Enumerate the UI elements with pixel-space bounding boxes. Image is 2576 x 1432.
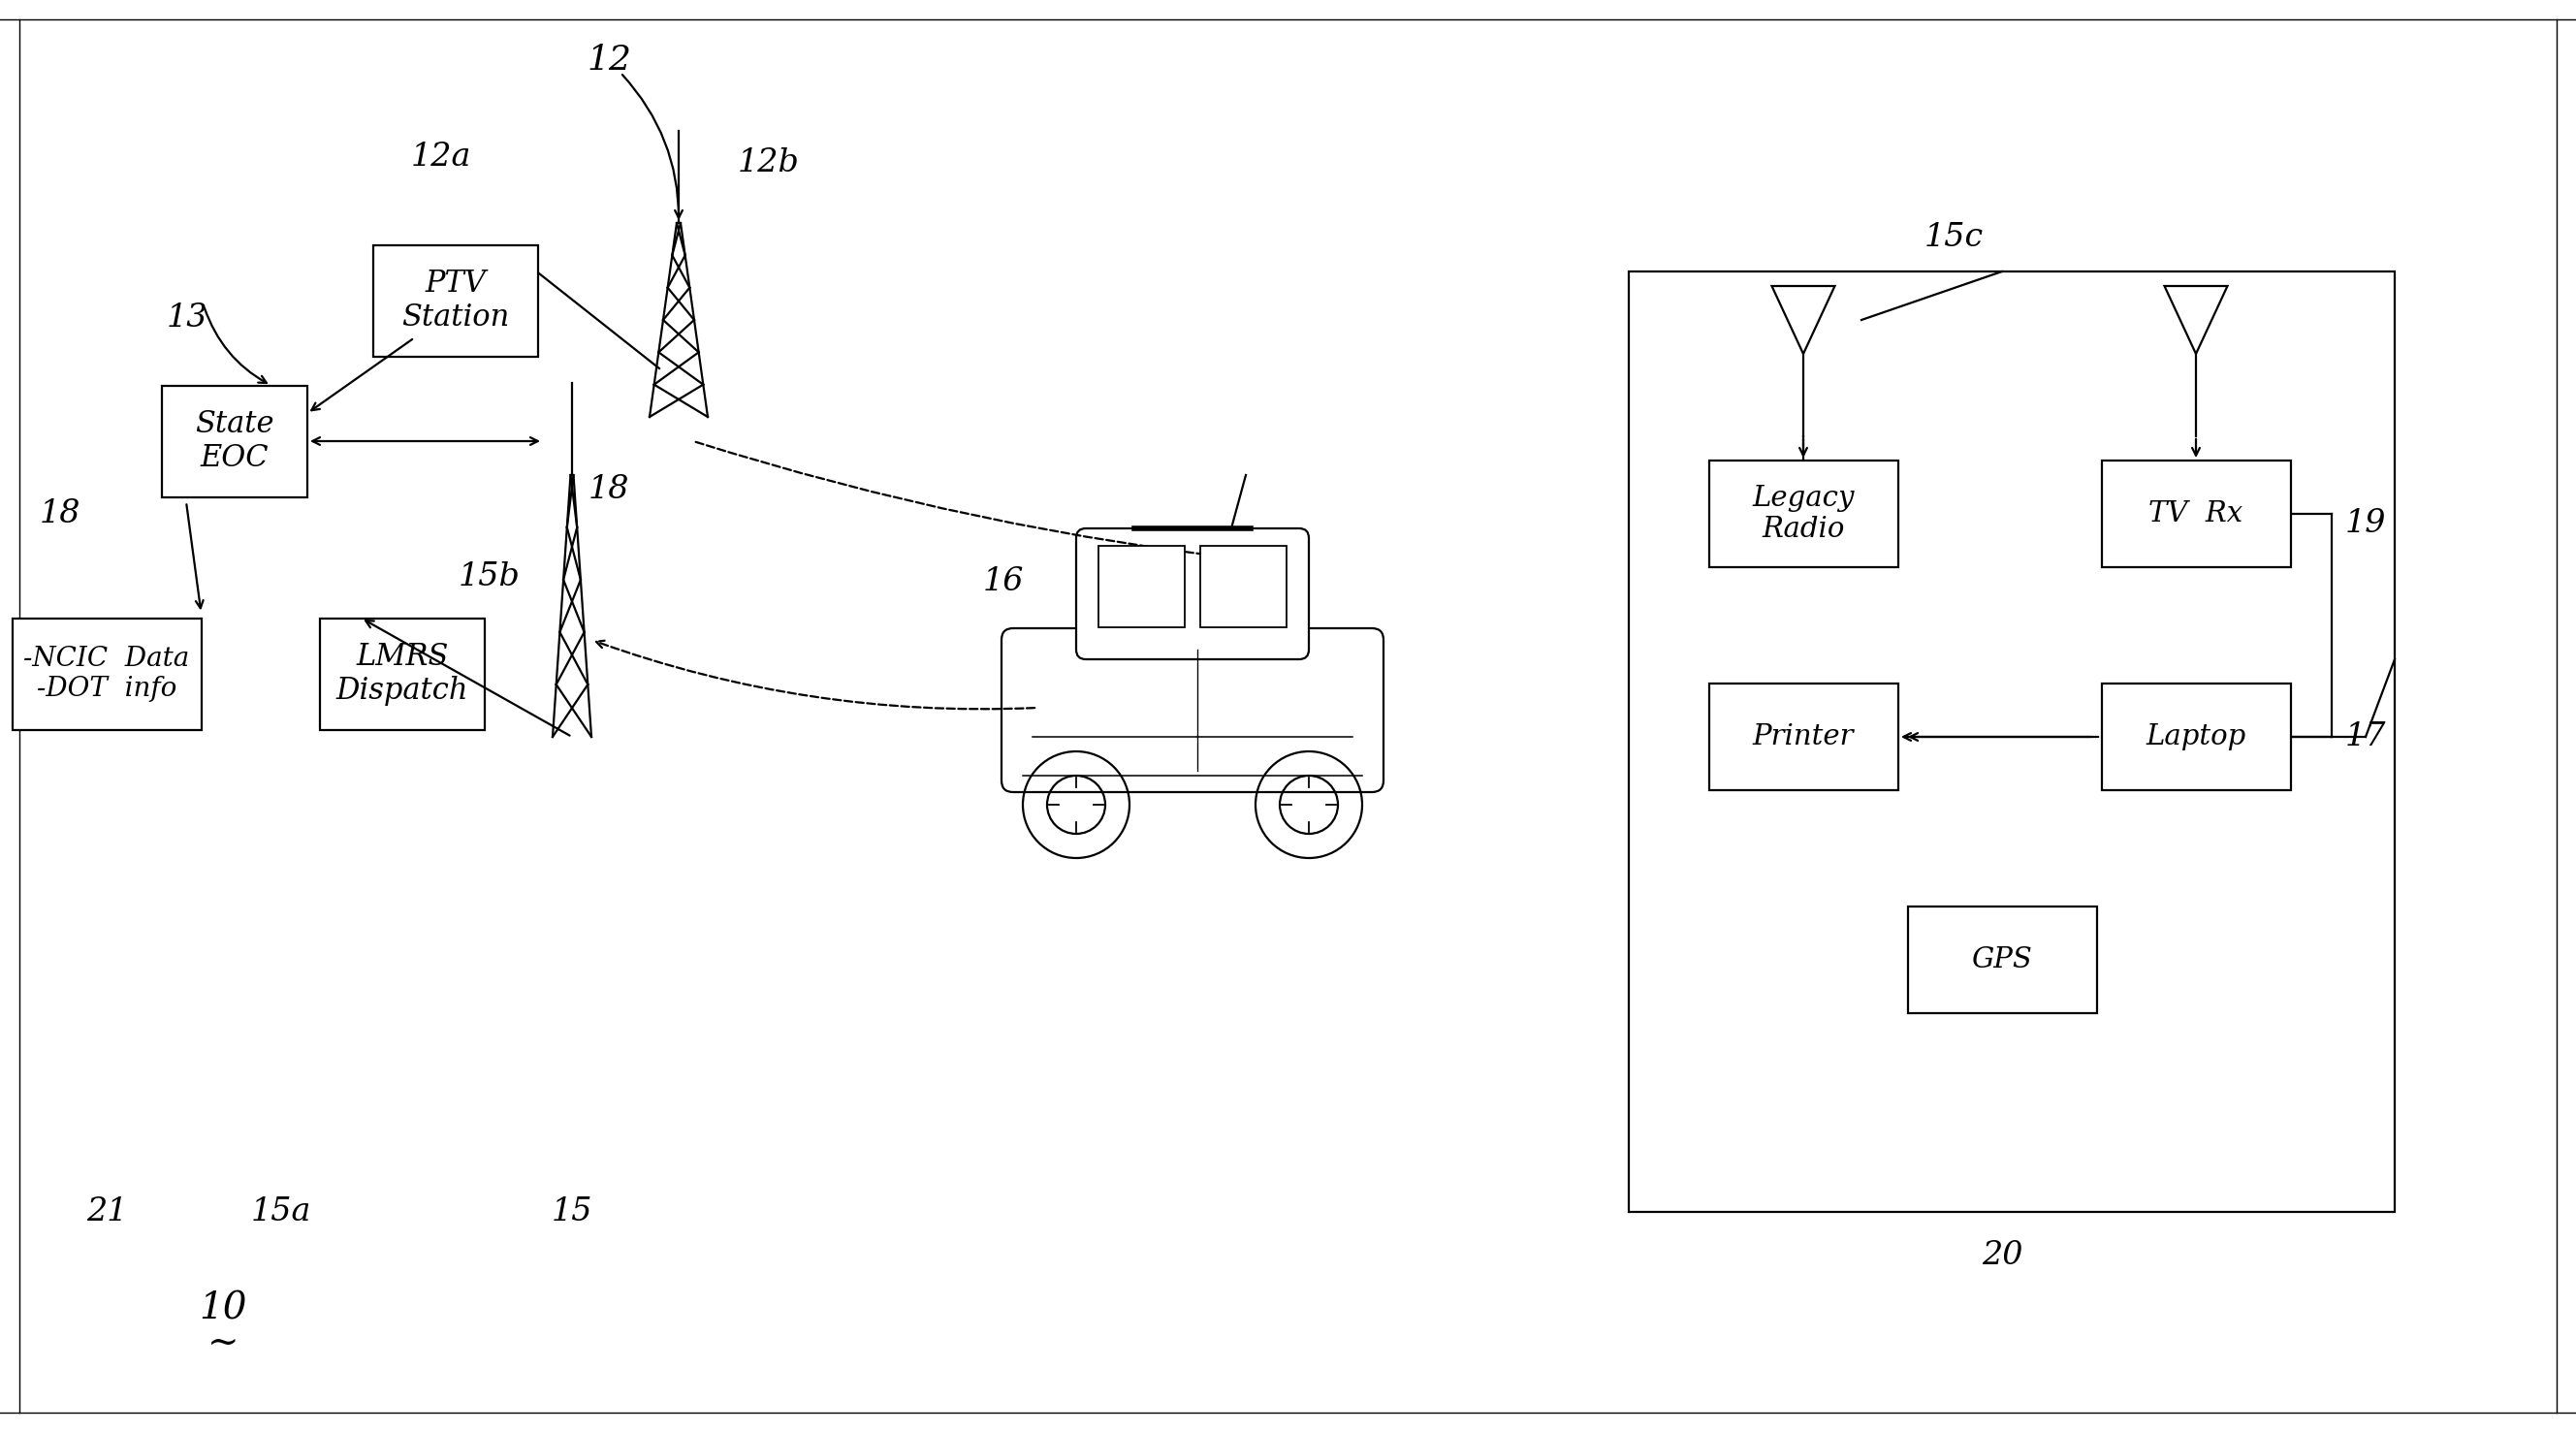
FancyBboxPatch shape bbox=[1708, 461, 1899, 567]
Text: 15a: 15a bbox=[250, 1196, 312, 1227]
Text: GPS: GPS bbox=[1971, 947, 2032, 974]
Text: Laptop: Laptop bbox=[2146, 723, 2246, 750]
FancyBboxPatch shape bbox=[1628, 272, 2396, 1211]
FancyBboxPatch shape bbox=[2102, 461, 2290, 567]
FancyBboxPatch shape bbox=[1077, 528, 1309, 659]
Text: State
EOC: State EOC bbox=[196, 408, 273, 474]
FancyBboxPatch shape bbox=[1708, 683, 1899, 790]
Text: 13: 13 bbox=[167, 302, 209, 334]
FancyBboxPatch shape bbox=[1200, 546, 1285, 627]
Text: LMRS
Dispatch: LMRS Dispatch bbox=[337, 642, 469, 706]
Text: Printer: Printer bbox=[1752, 723, 1855, 750]
Text: 12: 12 bbox=[587, 43, 631, 76]
Text: 10: 10 bbox=[198, 1290, 247, 1327]
Text: 18: 18 bbox=[587, 474, 629, 505]
FancyBboxPatch shape bbox=[1002, 629, 1383, 792]
Text: 12b: 12b bbox=[737, 147, 799, 179]
Text: 15: 15 bbox=[551, 1196, 592, 1227]
Text: 18: 18 bbox=[39, 498, 80, 530]
Text: 16: 16 bbox=[984, 566, 1025, 597]
Text: 17: 17 bbox=[2344, 722, 2385, 752]
FancyBboxPatch shape bbox=[13, 619, 201, 729]
FancyBboxPatch shape bbox=[1097, 546, 1185, 627]
Text: 19: 19 bbox=[2344, 508, 2385, 538]
Text: 15b: 15b bbox=[459, 561, 520, 593]
Text: 20: 20 bbox=[1981, 1240, 2022, 1272]
Text: Legacy
Radio: Legacy Radio bbox=[1752, 484, 1855, 543]
FancyBboxPatch shape bbox=[162, 385, 307, 497]
FancyBboxPatch shape bbox=[374, 245, 538, 357]
FancyBboxPatch shape bbox=[319, 619, 484, 729]
FancyBboxPatch shape bbox=[2102, 683, 2290, 790]
FancyBboxPatch shape bbox=[1906, 906, 2097, 1014]
Text: TV  Rx: TV Rx bbox=[2148, 500, 2244, 527]
Text: 12a: 12a bbox=[412, 142, 471, 173]
Text: -NCIC  Data
-DOT  info: -NCIC Data -DOT info bbox=[23, 646, 191, 702]
Text: 21: 21 bbox=[85, 1196, 126, 1227]
Text: ∼: ∼ bbox=[206, 1325, 240, 1360]
Text: 15c: 15c bbox=[1924, 222, 1984, 253]
Text: PTV
Station: PTV Station bbox=[402, 268, 510, 332]
